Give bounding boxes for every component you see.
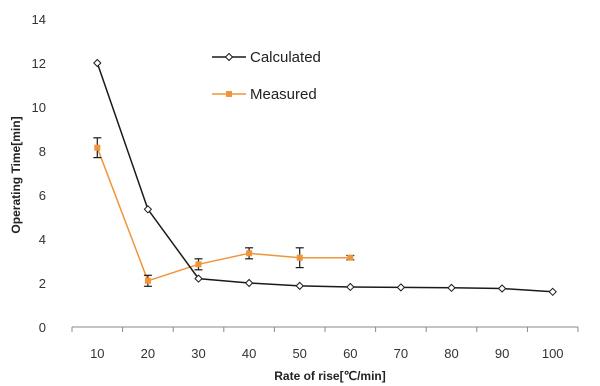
- data-point-calculated: [396, 283, 406, 292]
- legend-calculated-label: Calculated: [250, 49, 321, 66]
- data-point-calculated: [295, 281, 304, 291]
- data-point-calculated: [447, 283, 456, 293]
- legend: Calculated Measured: [212, 49, 321, 103]
- data-point-measured: [347, 254, 354, 261]
- data-point-measured: [144, 277, 151, 284]
- x-axis-title: Rate of rise[℃/min]: [274, 369, 386, 383]
- x-tick-label: 100: [542, 346, 564, 361]
- legend-measured-marker: [226, 91, 232, 97]
- y-tick-label: 6: [39, 188, 46, 203]
- legend-calculated-marker: [224, 52, 234, 62]
- x-tick-label: 50: [292, 346, 306, 361]
- series-line-calculated: [96, 62, 553, 293]
- series-measured: [93, 137, 355, 287]
- y-tick-label: 14: [32, 12, 46, 27]
- series-calculated: [93, 58, 557, 297]
- y-tick-label: 10: [32, 100, 46, 115]
- y-axis-ticks: 0 2 4 6 8 10 12 14: [32, 12, 46, 335]
- y-axis-title: Operating Time[min]: [9, 116, 23, 233]
- data-point-measured: [296, 254, 303, 261]
- data-point-calculated: [346, 282, 355, 292]
- x-tick-label: 10: [90, 346, 104, 361]
- data-point-measured: [94, 144, 101, 151]
- series-line-measured: [96, 147, 351, 282]
- y-tick-label: 8: [39, 144, 46, 159]
- x-tick-label: 90: [495, 346, 509, 361]
- data-point-calculated: [194, 274, 203, 283]
- x-tick-label: 30: [191, 346, 205, 361]
- y-tick-label: 2: [39, 276, 46, 291]
- x-tick-label: 60: [343, 346, 357, 361]
- series-layer: [93, 58, 557, 297]
- x-axis-ticks: 10 20 30 40 50 60 70 80 90 100: [71, 327, 579, 361]
- data-point-calculated: [497, 284, 507, 293]
- x-tick-label: 70: [394, 346, 408, 361]
- x-tick-label: 40: [242, 346, 256, 361]
- data-point-calculated: [143, 205, 153, 214]
- data-point-calculated: [548, 287, 557, 297]
- data-point-measured: [195, 261, 202, 268]
- data-point-calculated: [244, 278, 254, 288]
- data-point-measured: [246, 250, 253, 257]
- legend-measured-label: Measured: [250, 86, 317, 103]
- x-tick-label: 80: [444, 346, 458, 361]
- y-tick-label: 12: [32, 56, 46, 71]
- data-point-calculated: [93, 58, 102, 68]
- x-tick-label: 20: [141, 346, 155, 361]
- y-tick-label: 0: [39, 320, 46, 335]
- y-tick-label: 4: [39, 232, 46, 247]
